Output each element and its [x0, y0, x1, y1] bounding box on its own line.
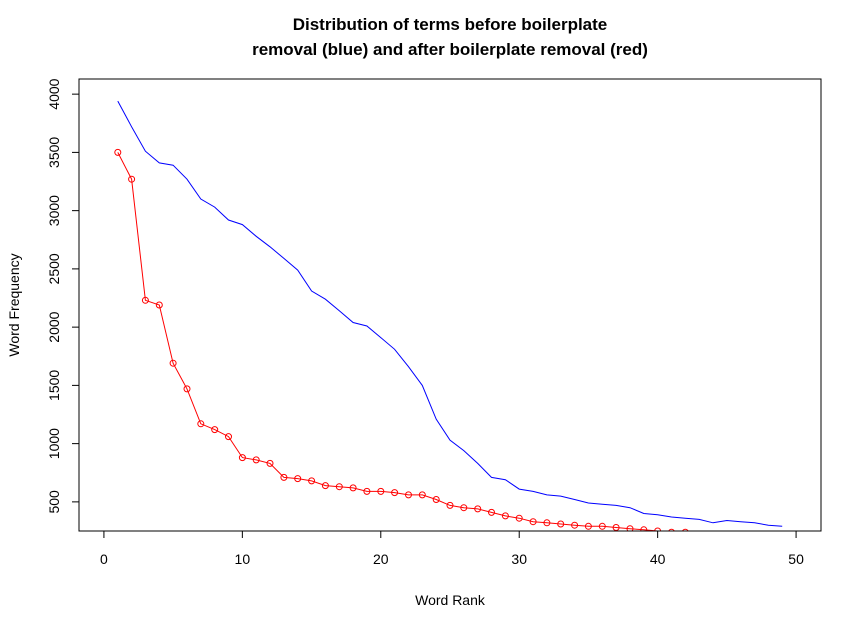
series-2-point	[377, 487, 385, 495]
series-2-point	[238, 454, 246, 462]
series-2-point	[405, 491, 412, 499]
series-2-point	[197, 420, 205, 428]
series-2-point	[515, 514, 523, 522]
x-tick-label: 10	[235, 551, 251, 567]
series-2-point	[280, 473, 288, 481]
chart-title-line-1: Distribution of terms before boilerplate	[293, 15, 608, 34]
series-2-point	[557, 520, 565, 528]
series-2-point	[225, 433, 232, 441]
y-tick-label: 4000	[46, 78, 62, 109]
series-2-point	[446, 501, 454, 509]
series-2-point	[432, 496, 440, 503]
x-axis: 0 10 20 30 40 50	[100, 530, 804, 567]
series-2-point	[308, 477, 316, 485]
series-2-point	[543, 519, 551, 527]
series-2-point	[294, 475, 302, 483]
series-2-point	[155, 301, 163, 309]
series-2-point	[418, 491, 426, 499]
series-2-point	[654, 527, 662, 531]
y-tick-label: 3500	[46, 137, 62, 168]
y-tick-label: 2500	[46, 253, 62, 284]
series-2-point	[211, 426, 219, 434]
y-axis-label: Word Frequency	[6, 253, 22, 356]
series-layer	[114, 100, 783, 531]
series-2-point	[668, 528, 675, 531]
x-tick-label: 50	[788, 551, 804, 567]
series-2-point	[252, 456, 260, 464]
series-2-point	[391, 489, 399, 497]
series-2-point	[501, 512, 509, 520]
series-2-point	[349, 484, 357, 492]
x-tick-label: 30	[511, 551, 527, 567]
series-2-point	[128, 175, 136, 183]
series-2-point	[474, 505, 482, 513]
series-2-point	[584, 522, 592, 530]
series-2-point	[321, 482, 329, 490]
series-2-point	[183, 385, 191, 393]
x-tick-label: 20	[373, 551, 389, 567]
series-1-line	[117, 100, 783, 527]
series-2-line	[117, 152, 664, 531]
y-axis: 500 1000 1500 2000 2500 3000 3500 4000	[46, 78, 80, 514]
y-tick-label: 500	[46, 490, 62, 514]
series-2-point	[488, 508, 495, 516]
series-2-point	[598, 522, 606, 530]
series-2-point	[640, 526, 648, 531]
chart-title-line-2: removal (blue) and after boilerplate rem…	[252, 40, 648, 59]
y-tick-label: 2000	[46, 311, 62, 342]
y-tick-label: 1000	[46, 428, 62, 459]
series-2-point	[529, 518, 537, 526]
series-2-point	[682, 528, 689, 531]
y-tick-label: 3000	[46, 195, 62, 226]
series-2-point	[363, 487, 371, 495]
series-2-point	[141, 296, 149, 304]
x-tick-label: 0	[100, 551, 108, 567]
series-2-point	[626, 525, 634, 531]
series-2-point	[169, 359, 177, 367]
series-2-point	[571, 521, 579, 529]
x-axis-label: Word Rank	[415, 592, 486, 608]
series-2-point	[335, 483, 343, 491]
series-2-point	[460, 504, 468, 512]
x-tick-label: 40	[650, 551, 666, 567]
y-tick-label: 1500	[46, 370, 62, 401]
series-2-point	[266, 459, 274, 467]
series-2-point	[114, 148, 122, 156]
